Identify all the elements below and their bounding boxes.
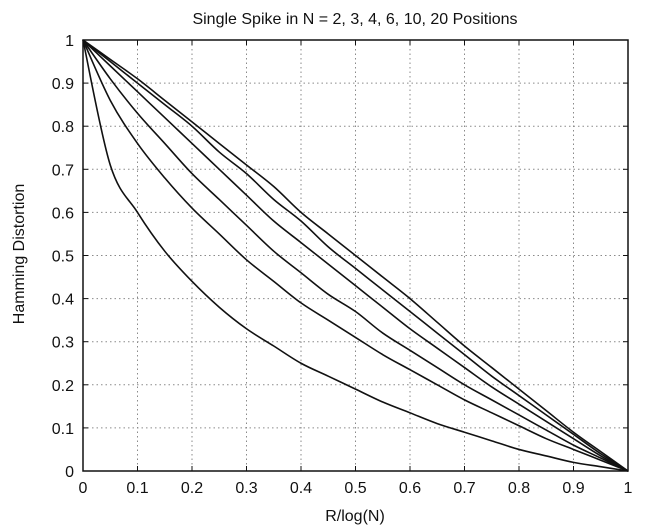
y-tick-label: 0.7 (52, 162, 74, 179)
series-line-1 (82, 39, 629, 472)
y-tick-label: 0.9 (52, 76, 74, 93)
series-line-3 (82, 39, 629, 472)
x-tick-label: 0.8 (508, 480, 530, 497)
y-tick-label: 0.3 (52, 335, 74, 352)
series-line-2 (82, 39, 629, 472)
series-lines (82, 39, 629, 472)
y-tick-label: 0.8 (52, 119, 74, 136)
y-tick-label: 0.2 (52, 378, 74, 395)
y-tick-label: 0.5 (52, 249, 74, 266)
series-line-4 (82, 39, 629, 472)
x-tick-label: 0 (79, 480, 88, 497)
x-tick-label: 1 (624, 480, 633, 497)
x-tick-label: 0.4 (290, 480, 312, 497)
y-tick-label: 0.4 (52, 292, 74, 309)
x-axis-label: R/log(N) (325, 508, 385, 525)
y-tick-label: 0.6 (52, 205, 74, 222)
y-tick-label: 0 (65, 464, 74, 481)
x-tick-label: 0.3 (235, 480, 257, 497)
chart-title: Single Spike in N = 2, 3, 4, 6, 10, 20 P… (192, 11, 517, 28)
axis-ticks: 0 0.1 0.2 0.3 0.4 0.5 0.6 0.7 0.8 0.9 1 0 0.1 0.2 0.3 0… (52, 33, 633, 497)
x-tick-label: 0.1 (126, 480, 148, 497)
y-axis-label: Hamming Distortion (11, 184, 28, 324)
x-tick-label: 0.6 (399, 480, 421, 497)
x-tick-label: 0.9 (562, 480, 584, 497)
x-tick-label: 0.7 (453, 480, 475, 497)
y-tick-label: 1 (65, 33, 74, 50)
y-tick-label: 0.1 (52, 421, 74, 438)
series-line-5 (82, 39, 629, 472)
series-line-6 (82, 39, 629, 472)
x-tick-label: 0.5 (344, 480, 366, 497)
x-tick-label: 0.2 (181, 480, 203, 497)
